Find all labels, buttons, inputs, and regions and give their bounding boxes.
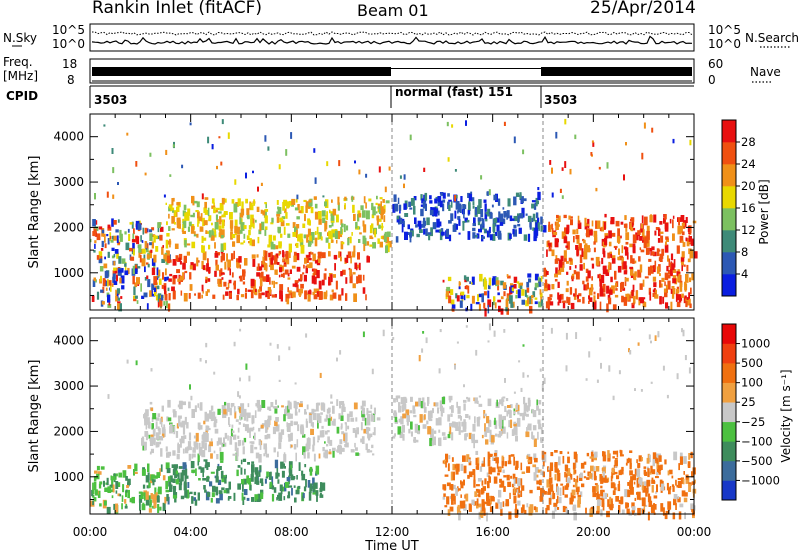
beam-title: Beam 01 bbox=[357, 1, 429, 20]
colorbar-swatch bbox=[722, 460, 736, 481]
colorbar-tick-label: −500 bbox=[741, 454, 773, 468]
colorbar-swatch bbox=[722, 230, 736, 253]
colorbar-swatch bbox=[722, 142, 736, 165]
colorbar-swatch bbox=[722, 421, 736, 442]
y-tick-label: 2000 bbox=[53, 424, 84, 438]
colorbar-swatch bbox=[722, 441, 736, 462]
colorbar-tick-label: 8 bbox=[741, 245, 748, 259]
cpid-label: CPID bbox=[6, 89, 38, 103]
velocity-colorbar: 1000 500 100 25 −25 −100 −500 −1000 bbox=[721, 323, 780, 501]
velocity-heatmap bbox=[90, 323, 697, 522]
x-tick-label: 00:00 bbox=[677, 525, 712, 539]
colorbar-swatch bbox=[722, 274, 736, 297]
nsky-panel: N.Sky 10^5 10^0 10^5 10^0 N.Search bbox=[3, 23, 799, 52]
y-tick-label: 1000 bbox=[53, 470, 84, 484]
colorbar-swatch bbox=[722, 382, 736, 403]
x-tick-label: 16:00 bbox=[475, 525, 510, 539]
colorbar-tick-label: 500 bbox=[741, 356, 763, 370]
colorbar-swatch bbox=[722, 186, 736, 209]
freq-panel: Freq. [MHz] 18 8 60 0 Nave bbox=[3, 55, 781, 87]
y-tick-label: 1000 bbox=[53, 266, 84, 280]
velocity-panel: 1000 2000 3000 4000 Slant Range [km] 1000 50… bbox=[27, 317, 793, 554]
x-tick-label: 08:00 bbox=[274, 525, 309, 539]
colorbar-swatch bbox=[722, 324, 736, 344]
nsky-dotted-line bbox=[91, 31, 693, 36]
colorbar-swatch bbox=[722, 208, 736, 231]
nsky-label: N.Sky bbox=[3, 31, 37, 45]
colorbar-swatch bbox=[722, 252, 736, 275]
time-axis-label: Time UT bbox=[364, 539, 418, 554]
freq-label: Freq. bbox=[3, 55, 33, 69]
colorbar-tick-label: 20 bbox=[741, 179, 756, 193]
colorbar-swatch bbox=[722, 120, 736, 143]
freq-tick-bottom-left: 8 bbox=[67, 73, 75, 87]
cpid-segment-3: 3503 bbox=[544, 93, 577, 107]
cpid-segment-2: normal (fast) 151 bbox=[395, 85, 513, 99]
station-title: Rankin Inlet (fitACF) bbox=[92, 0, 262, 18]
nsky-tick-top-left: 10^5 bbox=[52, 23, 85, 37]
nsky-solid-line bbox=[91, 35, 693, 45]
nave-label: Nave bbox=[750, 65, 781, 79]
colorbar-swatch bbox=[722, 164, 736, 187]
colorbar-tick-label: 12 bbox=[741, 223, 756, 237]
colorbar-tick-label: −25 bbox=[741, 415, 765, 429]
x-tick-label: 12:00 bbox=[375, 525, 410, 539]
colorbar-tick-label: 1000 bbox=[741, 337, 770, 351]
power-colorbar-label: Power [dB] bbox=[757, 179, 771, 244]
colorbar-tick-label: 25 bbox=[741, 395, 756, 409]
velocity-colorbar-label: Velocity [m s⁻¹] bbox=[779, 369, 793, 462]
nsearch-label: N.Search bbox=[745, 31, 799, 45]
colorbar-swatch bbox=[722, 343, 736, 364]
velocity-axes: 1000 2000 3000 4000 bbox=[53, 318, 695, 514]
nsky-tick-top-right: 10^5 bbox=[708, 23, 741, 37]
power-axes: 1000 2000 3000 4000 bbox=[53, 114, 695, 310]
freq-tick-top-left: 18 bbox=[62, 57, 77, 71]
y-tick-label: 2000 bbox=[53, 220, 84, 234]
y-tick-label: 3000 bbox=[53, 379, 84, 393]
y-tick-label: 4000 bbox=[53, 130, 84, 144]
colorbar-tick-label: 16 bbox=[741, 201, 756, 215]
freq-unit-label: [MHz] bbox=[3, 69, 38, 83]
power-heatmap bbox=[90, 118, 698, 317]
nave-tick-top-right: 60 bbox=[708, 57, 723, 71]
colorbar-tick-label: 24 bbox=[741, 157, 756, 171]
x-tick-label: 20:00 bbox=[576, 525, 611, 539]
colorbar-tick-label: 28 bbox=[741, 135, 756, 149]
colorbar-tick-label: 4 bbox=[741, 267, 748, 281]
cpid-segment-1: 3503 bbox=[94, 93, 127, 107]
y-tick-label: 4000 bbox=[53, 334, 84, 348]
freq-band bbox=[92, 67, 692, 76]
cpid-row: CPID 3503 normal (fast) 151 3503 bbox=[6, 85, 694, 108]
x-tick-label: 00:00 bbox=[73, 525, 108, 539]
velocity-ylabel: Slant Range [km] bbox=[27, 360, 42, 473]
date-title: 25/Apr/2014 bbox=[590, 0, 696, 18]
time-axis-ticklabels: 00:00 04:00 08:00 12:00 16:00 20:00 00:00 bbox=[73, 525, 712, 539]
power-ylabel: Slant Range [km] bbox=[27, 156, 42, 269]
colorbar-swatch bbox=[722, 363, 736, 383]
colorbar-tick-label: 100 bbox=[741, 376, 763, 390]
power-panel: 1000 2000 3000 4000 Slant Range [km] 4 8 12 16… bbox=[27, 113, 771, 317]
colorbar-tick-label: −100 bbox=[741, 434, 773, 448]
x-tick-label: 04:00 bbox=[173, 525, 208, 539]
nsky-tick-bottom-left: 10^0 bbox=[52, 37, 85, 51]
y-tick-label: 3000 bbox=[53, 175, 84, 189]
colorbar-tick-label: −1000 bbox=[741, 473, 780, 487]
colorbar-swatch bbox=[722, 480, 736, 501]
power-colorbar: 4 8 12 16 20 24 28 bbox=[721, 119, 756, 297]
nave-tick-bottom-right: 0 bbox=[708, 73, 716, 87]
colorbar-swatch bbox=[722, 402, 736, 423]
nsky-tick-bottom-right: 10^0 bbox=[708, 37, 741, 51]
